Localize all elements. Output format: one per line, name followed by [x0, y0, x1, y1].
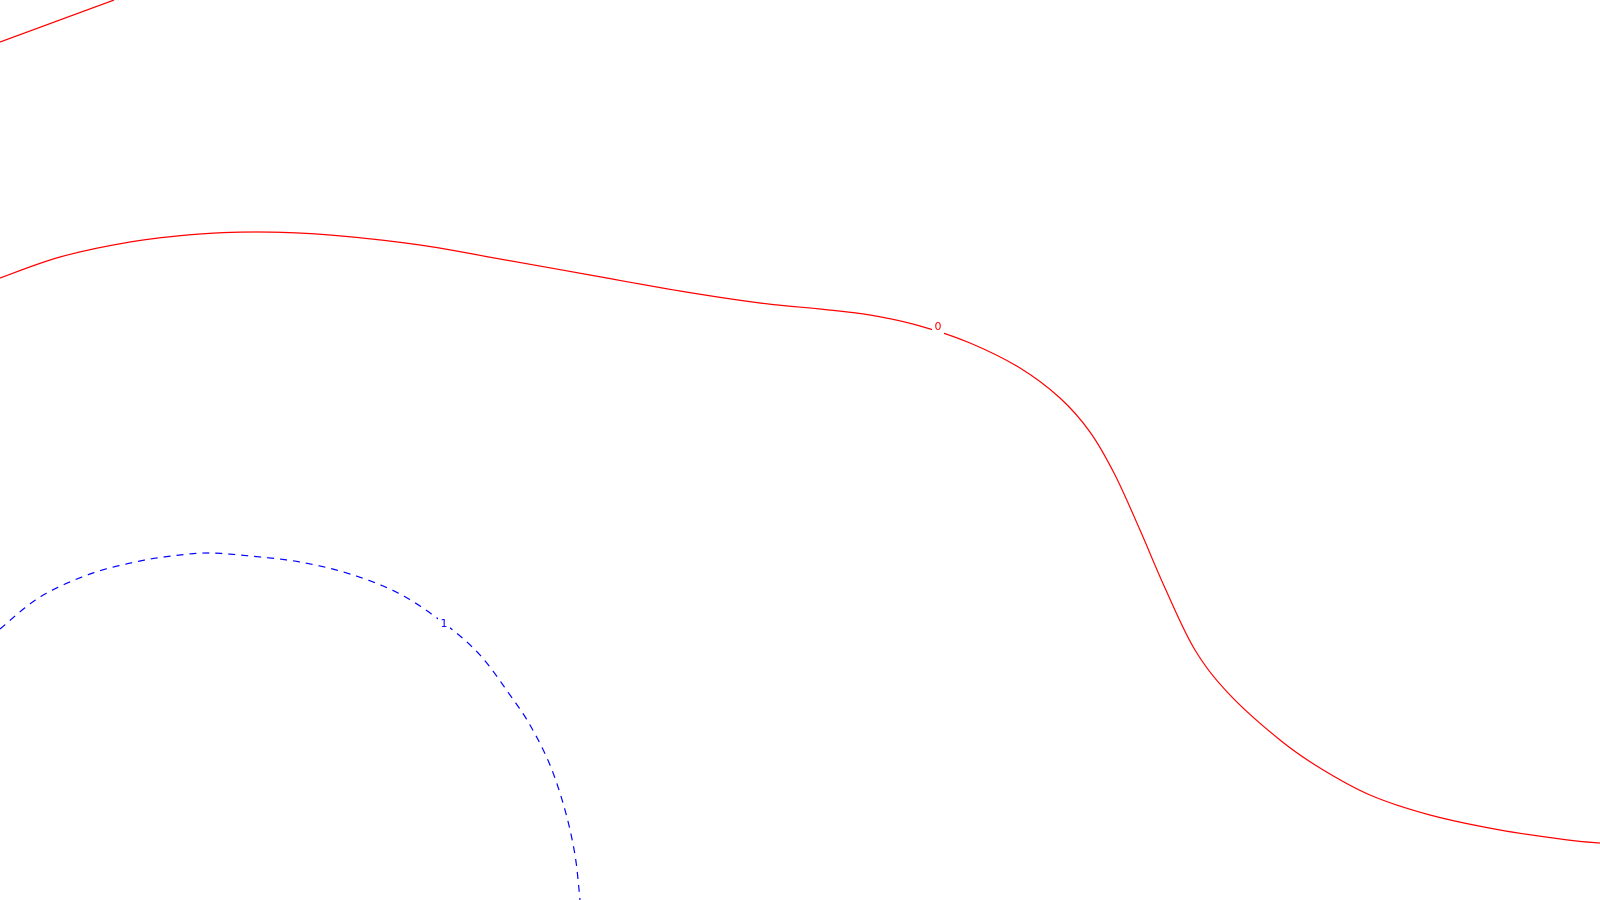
contour-label-level-0: 0	[935, 320, 942, 333]
contour-line-level-1-bottom-left-circle	[0, 552, 581, 900]
contour-label-level-1: 1	[441, 617, 448, 630]
contour-label-background	[438, 617, 450, 631]
contour-line-level-0-main-curve	[0, 231, 1600, 844]
contour-labels-layer: 01	[438, 320, 944, 631]
contour-line-level-0-top-left-fragment	[0, 0, 115, 43]
contour-label-background	[932, 320, 944, 334]
